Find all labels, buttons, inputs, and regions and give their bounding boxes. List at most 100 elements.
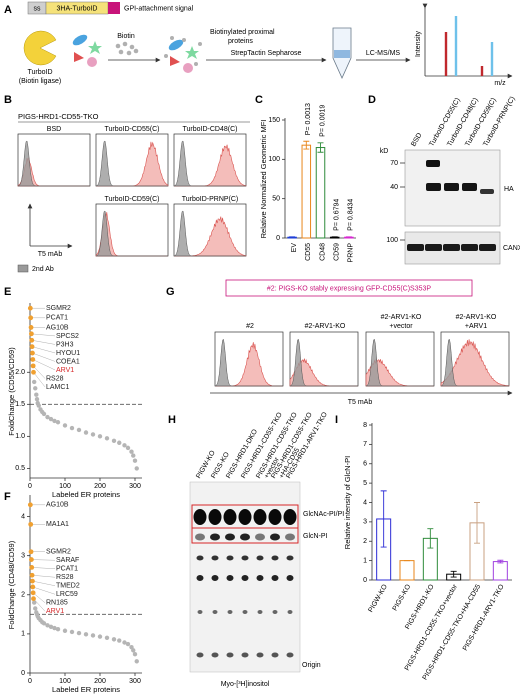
pacman — [23, 30, 57, 66]
tlc-spot — [270, 533, 280, 541]
histogram-gray — [173, 140, 246, 187]
point-label: LAMC1 — [46, 384, 69, 391]
highlight-point — [30, 590, 36, 596]
point — [52, 625, 57, 631]
spectrum-peak — [490, 42, 494, 76]
p-value: P= 0.8434 — [348, 199, 355, 231]
point — [62, 628, 68, 633]
y-axis-label: FoldChange (CD55/CD59) — [7, 347, 16, 436]
point — [132, 652, 138, 657]
point-label: MA1A1 — [46, 521, 69, 528]
panel-label: H — [168, 414, 176, 426]
point — [62, 423, 68, 428]
panel-label: G — [166, 286, 175, 298]
tlc-spot — [241, 652, 249, 658]
error-bar — [450, 570, 457, 578]
point — [69, 425, 75, 431]
leader-line — [31, 567, 56, 569]
protein-red — [74, 52, 84, 62]
y-tick-label: 1 — [363, 557, 367, 564]
text-label: 3HA-TurboID — [57, 5, 98, 12]
tlc-spot — [256, 575, 264, 581]
text-label: Origin — [302, 662, 321, 669]
p-value: P= 0.0013 — [305, 103, 312, 135]
y-tick-label: 150 — [268, 117, 280, 124]
text-label: #2-ARV1-KO — [456, 314, 497, 321]
biotin-dot — [182, 38, 186, 42]
point — [55, 420, 61, 425]
highlight-point — [31, 596, 36, 602]
text-label: GlcN-PI — [303, 533, 328, 540]
highlight-point — [29, 337, 35, 343]
tlc-spot — [268, 509, 282, 525]
blot-band — [479, 244, 496, 251]
point — [111, 637, 117, 642]
point — [36, 403, 41, 408]
x-tick-label: PIGS-HRD1-ARV1-TKO — [462, 583, 506, 652]
point — [52, 418, 57, 424]
x-tick-label: PIGW-KO — [367, 583, 389, 614]
text-label: Biotin — [117, 33, 135, 40]
text-label: #2-ARV1-KO — [381, 314, 422, 321]
point-label: SGMR2 — [46, 305, 71, 312]
legend-swatch — [17, 264, 29, 273]
histogram-frame — [365, 331, 435, 387]
biotin-dot — [126, 50, 132, 56]
point — [41, 621, 47, 626]
protein-pink — [87, 57, 97, 67]
protein-green — [88, 41, 102, 54]
text-label: #2: PIGS-KO stably expressing GFP-CD55(C… — [267, 285, 432, 292]
tlc-spot — [227, 610, 233, 614]
y-tick-label: 1.5 — [15, 401, 25, 408]
highlight-point — [30, 350, 35, 356]
leader-line — [32, 580, 56, 586]
leader-line — [33, 372, 46, 388]
tlc-spot — [286, 575, 294, 581]
x-tick-label: 100 — [59, 483, 71, 490]
tlc-spot — [285, 533, 295, 541]
tube-beads — [334, 50, 350, 58]
text-label: #2 — [246, 323, 254, 330]
highlight-point — [27, 305, 33, 311]
y-tick-label: 100 — [268, 156, 280, 163]
highlight-point — [28, 325, 34, 330]
panel-label: C — [255, 94, 263, 106]
point — [32, 600, 37, 605]
y-tick-label: 3 — [363, 519, 367, 526]
leader-line — [31, 340, 56, 345]
histogram-gray — [95, 140, 168, 187]
highlight-point — [28, 521, 34, 527]
y-tick-label: 2.0 — [15, 369, 25, 376]
y-axis-label: Relative intensity of GlcN-PI — [343, 456, 352, 549]
point-label: RN185 — [46, 600, 68, 607]
error-bar — [303, 140, 310, 150]
point — [33, 386, 38, 391]
protein-blue-b — [168, 39, 184, 51]
blot-band — [444, 183, 459, 191]
text-label: StrepTactin Sepharose — [231, 50, 302, 57]
x-tick-label: CD59 — [334, 243, 341, 261]
tlc-spot — [272, 610, 278, 614]
y-tick-label: 0.5 — [15, 465, 25, 472]
x-tick-label: CD48 — [319, 243, 326, 261]
biotin-dot — [164, 54, 168, 58]
panel-label: I — [335, 414, 338, 426]
text-label: GlcNAc-PI/PI — [303, 511, 344, 518]
leader-line — [32, 359, 56, 371]
tlc-spot — [208, 509, 222, 525]
x-tick-label: 200 — [94, 483, 106, 490]
tlc-spot — [287, 610, 293, 614]
p-value: P= 0.0019 — [319, 105, 326, 137]
highlight-point — [30, 363, 36, 369]
histogram-gray — [365, 338, 434, 387]
x-tick-label: 200 — [94, 678, 106, 685]
x-axis-label: Labeled ER proteins — [52, 490, 120, 499]
tlc-spot — [226, 555, 234, 561]
y-tick-label: 0 — [276, 235, 280, 242]
text-label: TurboID-CD55(C) — [105, 126, 160, 133]
histogram-gray — [173, 210, 246, 257]
panel-label: D — [368, 94, 376, 106]
text-label: (Biotin ligase) — [19, 78, 61, 85]
point-label: SARAF — [56, 557, 79, 564]
point — [48, 416, 54, 422]
